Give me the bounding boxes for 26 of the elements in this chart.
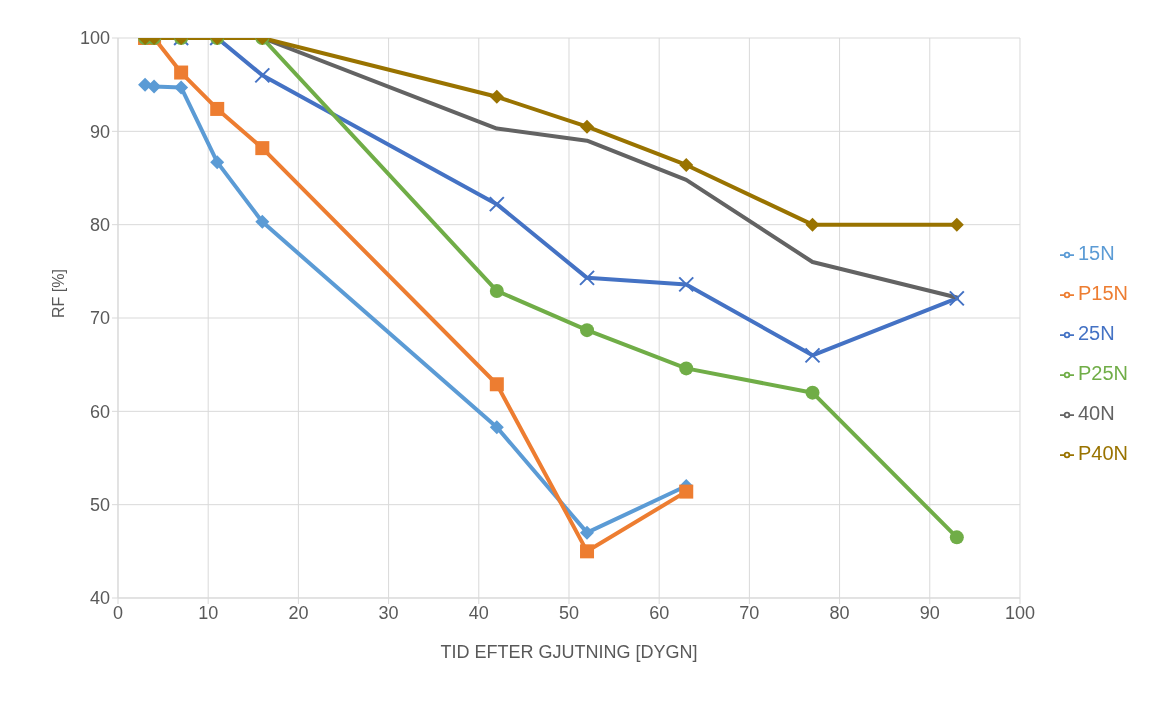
y-tick-label: 70: [89, 308, 110, 329]
x-tick-label: 20: [288, 602, 309, 623]
x-tick-label: 30: [378, 602, 399, 623]
legend-label: 15N: [1077, 242, 1115, 264]
x-tick-label: 100: [1004, 602, 1035, 623]
x-tick-label: 50: [558, 602, 579, 623]
x-tick-label: 90: [919, 602, 940, 623]
y-tick-label: 60: [89, 401, 110, 422]
legend-label: 40N: [1077, 402, 1115, 424]
x-tick-label: 80: [829, 602, 850, 623]
y-tick-label: 50: [89, 495, 110, 516]
x-tick-label: 60: [649, 602, 670, 623]
y-tick-label: 40: [89, 588, 110, 609]
legend-label: 25N: [1077, 322, 1115, 344]
x-tick-label: 10: [198, 602, 219, 623]
legend-label: P15N: [1077, 282, 1128, 304]
y-tick-label: 100: [79, 28, 110, 49]
legend-label: P25N: [1077, 362, 1128, 384]
y-tick-label: 80: [89, 215, 110, 236]
x-tick-label: 40: [468, 602, 489, 623]
y-tick-label: 90: [89, 121, 110, 142]
x-tick-label: 70: [739, 602, 760, 623]
y-axis-title: RF [%]: [49, 269, 67, 318]
x-tick-label: 0: [112, 602, 124, 623]
legend-label: P40N: [1077, 442, 1128, 464]
x-axis-title: TID EFTER GJUTNING [DYGN]: [440, 642, 698, 662]
